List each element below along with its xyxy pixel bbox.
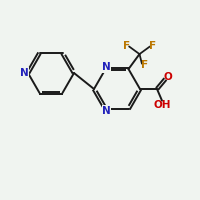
Text: F: F	[123, 41, 130, 51]
Text: O: O	[163, 72, 172, 82]
Text: N: N	[102, 62, 111, 72]
Text: OH: OH	[154, 100, 171, 110]
Text: F: F	[141, 60, 148, 70]
Text: F: F	[149, 41, 156, 51]
Text: N: N	[20, 68, 29, 78]
Text: N: N	[102, 106, 111, 116]
